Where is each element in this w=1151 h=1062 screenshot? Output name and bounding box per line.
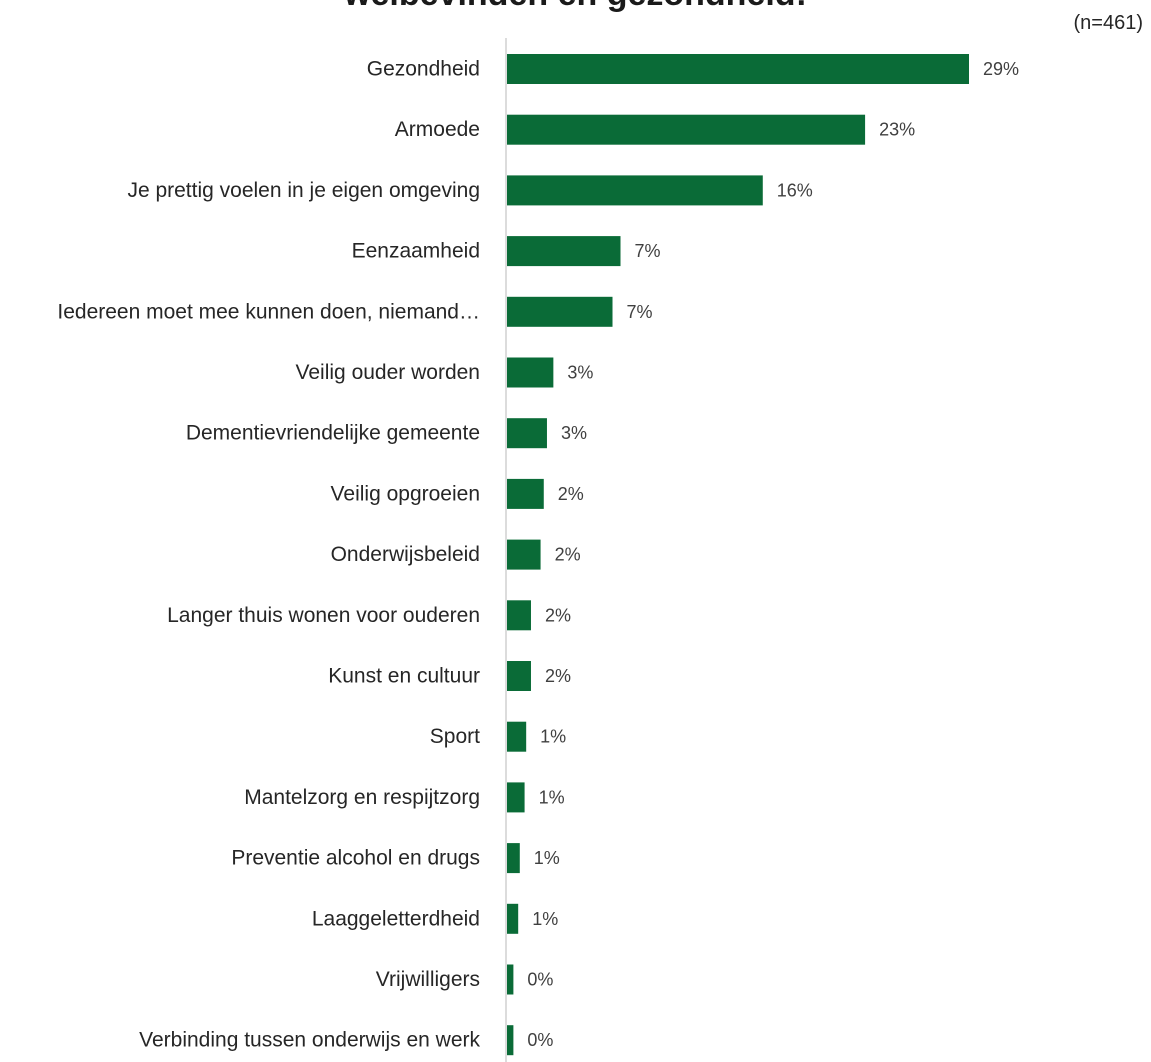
category-label-10: Langer thuis wonen voor ouderen	[167, 604, 480, 627]
value-label-1: 29%	[983, 59, 1019, 79]
category-label-1: Gezondheid	[367, 58, 480, 81]
value-label-2: 23%	[879, 120, 915, 140]
bar-15	[507, 903, 519, 934]
category-label-15: Laaggeletterdheid	[312, 907, 480, 930]
category-label-6: Veilig ouder worden	[296, 361, 480, 384]
category-label-16: Vrijwilligers	[376, 968, 480, 991]
category-label-11: Kunst en cultuur	[328, 665, 480, 688]
value-label-11: 2%	[545, 666, 571, 686]
category-label-9: Onderwijsbeleid	[331, 543, 480, 566]
bar-6	[507, 357, 554, 388]
bar-1	[507, 54, 969, 84]
category-label-2: Armoede	[395, 118, 480, 141]
bar-11	[507, 661, 531, 691]
value-label-5: 7%	[627, 302, 653, 322]
bar-8	[507, 478, 544, 509]
value-label-8: 2%	[558, 484, 584, 504]
bar-7	[507, 418, 547, 449]
bar-9	[507, 539, 541, 570]
category-label-13: Mantelzorg en respijtzorg	[244, 786, 480, 809]
category-label-7: Dementievriendelijke gemeente	[186, 422, 480, 445]
value-label-13: 1%	[539, 787, 565, 807]
bar-16	[507, 964, 514, 995]
bar-13	[507, 782, 525, 813]
category-label-14: Preventie alcohol en drugs	[231, 847, 480, 870]
category-label-12: Sport	[430, 725, 480, 748]
bar-17	[507, 1025, 514, 1056]
value-label-15: 1%	[532, 909, 558, 929]
value-label-17: 0%	[527, 1030, 553, 1050]
bar-10	[507, 600, 531, 631]
category-label-17: Verbinding tussen onderwijs en werk	[139, 1029, 480, 1052]
value-label-16: 0%	[527, 970, 553, 990]
value-label-4: 7%	[635, 241, 661, 261]
bar-5	[507, 296, 613, 327]
value-label-3: 16%	[777, 180, 813, 200]
bar-2	[507, 114, 866, 145]
category-label-3: Je prettig voelen in je eigen omgeving	[127, 179, 480, 202]
value-label-6: 3%	[567, 363, 593, 383]
category-label-5: Iedereen moet mee kunnen doen, niemand…	[57, 300, 480, 323]
value-label-10: 2%	[545, 605, 571, 625]
bar-14	[507, 843, 520, 874]
bar-4	[507, 236, 621, 267]
category-label-8: Veilig opgroeien	[331, 482, 480, 505]
value-label-14: 1%	[534, 848, 560, 868]
value-label-7: 3%	[561, 423, 587, 443]
bar-3	[507, 175, 763, 206]
value-label-12: 1%	[540, 727, 566, 747]
labels-layer: Gezondheid 29% Armoede 23% Je prettig voelen…	[57, 58, 1019, 1052]
bars-layer	[507, 54, 969, 1056]
chart-title: welbevinden en gezondheid:	[0, 0, 1151, 14]
value-label-9: 2%	[555, 545, 581, 565]
category-label-4: Eenzaamheid	[352, 240, 480, 263]
sample-size-note: (n=461)	[1073, 12, 1144, 34]
bar-12	[507, 721, 527, 752]
